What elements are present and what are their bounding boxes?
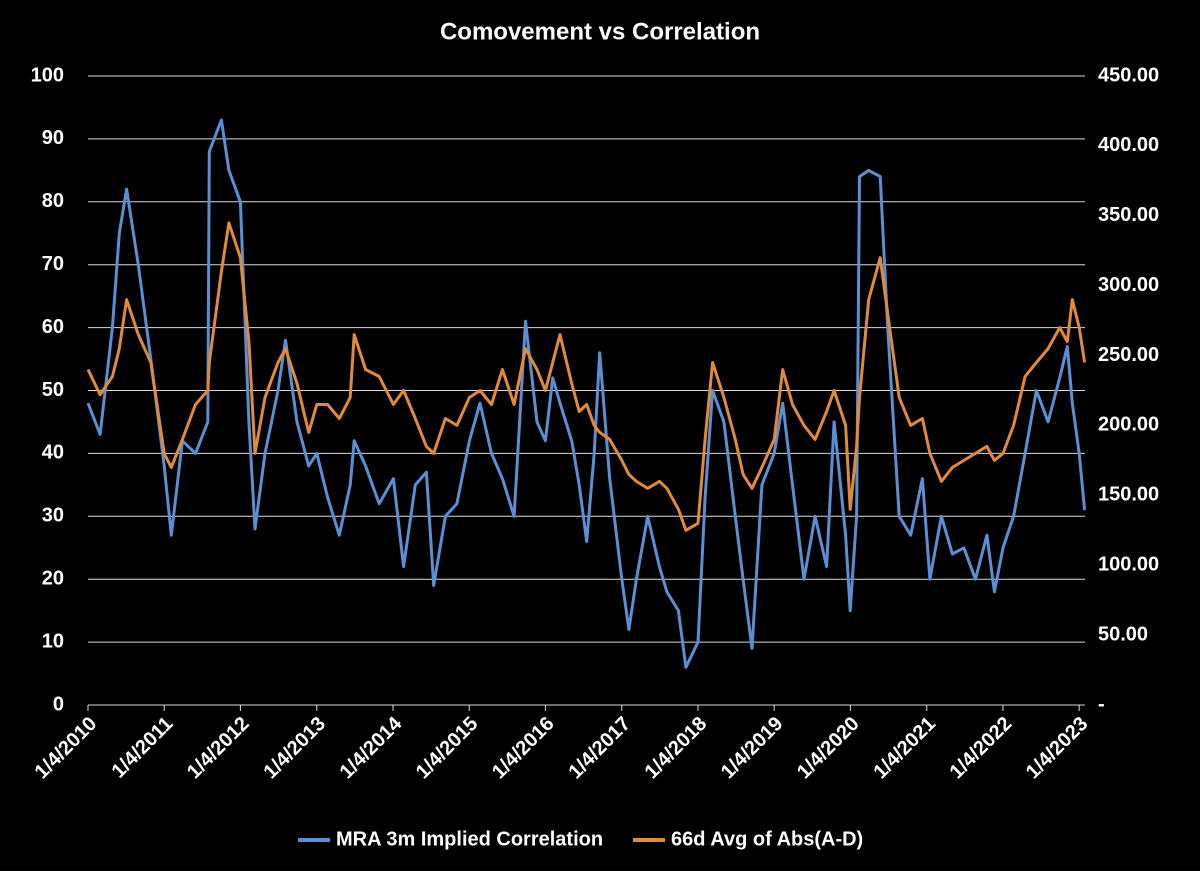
y-tick-label: 50 (42, 379, 64, 401)
x-tick-label: 1/4/2020 (793, 713, 864, 784)
chart-title: Comovement vs Correlation (440, 18, 760, 45)
y2-tick-label: 150.00 (1098, 484, 1159, 506)
y2-tick-label: 250.00 (1098, 344, 1159, 366)
y-tick-label: 80 (42, 190, 64, 212)
y2-tick-label: 200.00 (1098, 414, 1159, 436)
y2-tick-label: 450.00 (1098, 64, 1159, 86)
y-tick-label: 90 (42, 127, 64, 149)
x-tick-label: 1/4/2014 (336, 712, 407, 783)
x-tick-label: 1/4/2019 (717, 713, 788, 784)
x-tick-label: 1/4/2012 (183, 713, 254, 784)
y2-tick-label: 300.00 (1098, 274, 1159, 296)
x-tick-label: 1/4/2016 (488, 713, 559, 784)
x-tick-label: 1/4/2021 (869, 713, 940, 784)
y-tick-label: 40 (42, 442, 64, 464)
x-tick-label: 1/4/2013 (259, 713, 330, 784)
y-tick-label: 100 (31, 64, 64, 86)
y-tick-label: 70 (42, 253, 64, 275)
x-tick-label: 1/4/2017 (564, 713, 635, 784)
y-tick-label: 20 (42, 567, 64, 589)
legend-label: MRA 3m Implied Correlation (336, 828, 603, 850)
x-tick-label: 1/4/2022 (946, 713, 1017, 784)
x-tick-label: 1/4/2010 (31, 713, 102, 784)
y-tick-label: 60 (42, 316, 64, 338)
x-tick-label: 1/4/2011 (108, 713, 178, 783)
y-tick-label: 0 (53, 693, 64, 715)
y-tick-label: 30 (42, 505, 64, 527)
y2-tick-label: - (1098, 693, 1105, 715)
x-tick-label: 1/4/2018 (641, 713, 712, 784)
legend-label: 66d Avg of Abs(A-D) (671, 828, 863, 850)
y2-tick-label: 400.00 (1098, 134, 1159, 156)
y2-tick-label: 50.00 (1098, 623, 1148, 645)
series-line (86, 118, 1087, 669)
x-tick-label: 1/4/2023 (1022, 713, 1093, 784)
y-tick-label: 10 (42, 630, 64, 652)
y2-tick-label: 350.00 (1098, 204, 1159, 226)
y2-tick-label: 100.00 (1098, 554, 1159, 576)
series-line (86, 221, 1087, 532)
x-tick-label: 1/4/2015 (412, 713, 483, 784)
